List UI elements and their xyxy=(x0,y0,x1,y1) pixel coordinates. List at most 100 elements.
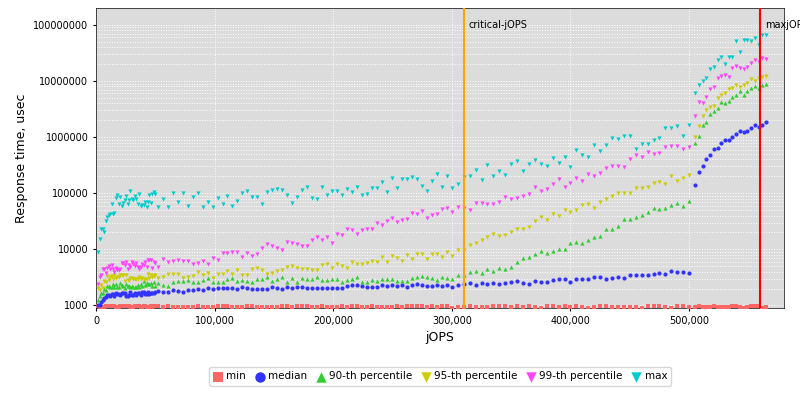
median xyxy=(162,288,174,295)
99-th percentile xyxy=(316,237,329,243)
median xyxy=(517,280,530,286)
90-th percentile xyxy=(216,279,229,286)
median xyxy=(95,299,108,305)
90-th percentile xyxy=(647,205,660,212)
max xyxy=(715,54,728,60)
max xyxy=(481,162,494,168)
99-th percentile xyxy=(95,272,108,279)
95-th percentile xyxy=(594,199,606,205)
median xyxy=(196,286,209,293)
min xyxy=(286,303,298,310)
95-th percentile xyxy=(715,92,728,98)
median xyxy=(99,294,112,300)
median xyxy=(236,284,249,290)
median xyxy=(221,285,234,292)
max xyxy=(138,202,150,208)
max xyxy=(696,78,709,85)
95-th percentile xyxy=(529,217,542,224)
median xyxy=(140,291,153,298)
95-th percentile xyxy=(469,240,482,247)
99-th percentile xyxy=(390,219,403,225)
99-th percentile xyxy=(510,195,523,201)
99-th percentile xyxy=(704,86,717,92)
min xyxy=(211,303,224,309)
99-th percentile xyxy=(216,250,229,257)
90-th percentile xyxy=(311,274,324,280)
median xyxy=(741,128,754,134)
max xyxy=(606,135,618,141)
95-th percentile xyxy=(321,261,334,267)
median xyxy=(171,288,184,294)
median xyxy=(281,284,294,290)
min xyxy=(401,303,414,309)
min xyxy=(700,304,713,310)
95-th percentile xyxy=(711,95,724,102)
99-th percentile xyxy=(487,200,500,207)
min xyxy=(221,303,234,310)
95-th percentile xyxy=(145,272,158,278)
max xyxy=(659,125,672,132)
median xyxy=(321,285,334,292)
Text: maxjOPS: maxjOPS xyxy=(765,20,800,30)
max xyxy=(99,218,112,224)
max xyxy=(588,142,601,148)
90-th percentile xyxy=(105,284,118,290)
median xyxy=(216,285,229,291)
99-th percentile xyxy=(151,264,164,270)
median xyxy=(266,284,278,290)
max xyxy=(469,166,482,173)
min xyxy=(346,303,358,309)
median xyxy=(134,292,147,298)
max xyxy=(191,190,204,196)
99-th percentile xyxy=(671,143,684,149)
max xyxy=(221,193,234,200)
90-th percentile xyxy=(715,99,728,105)
max xyxy=(611,136,624,142)
median xyxy=(576,276,589,282)
95-th percentile xyxy=(726,85,739,91)
99-th percentile xyxy=(522,191,535,197)
median xyxy=(499,280,512,286)
max xyxy=(390,185,403,192)
max xyxy=(430,170,443,177)
max xyxy=(136,202,149,208)
90-th percentile xyxy=(113,283,126,290)
min xyxy=(421,304,434,311)
99-th percentile xyxy=(534,188,547,194)
min xyxy=(129,303,142,310)
90-th percentile xyxy=(251,276,264,282)
median xyxy=(147,290,160,296)
99-th percentile xyxy=(718,72,731,78)
min xyxy=(582,304,594,311)
90-th percentile xyxy=(138,282,151,288)
min xyxy=(136,304,149,311)
90-th percentile xyxy=(206,279,219,286)
min xyxy=(370,304,383,310)
90-th percentile xyxy=(221,276,234,282)
min xyxy=(266,304,278,310)
max xyxy=(241,188,254,194)
90-th percentile xyxy=(118,285,131,291)
min xyxy=(94,304,106,310)
95-th percentile xyxy=(251,265,264,272)
max xyxy=(406,174,418,180)
99-th percentile xyxy=(350,230,363,237)
90-th percentile xyxy=(301,276,314,282)
90-th percentile xyxy=(138,278,150,284)
90-th percentile xyxy=(386,276,398,282)
max xyxy=(689,90,702,96)
95-th percentile xyxy=(704,104,717,110)
max xyxy=(756,32,769,38)
95-th percentile xyxy=(138,276,150,282)
median xyxy=(271,285,284,292)
max xyxy=(653,135,666,142)
99-th percentile xyxy=(618,163,630,170)
90-th percentile xyxy=(493,265,506,272)
median xyxy=(540,278,553,285)
99-th percentile xyxy=(381,218,394,225)
max xyxy=(108,210,121,216)
min xyxy=(635,304,648,311)
median xyxy=(120,293,133,299)
90-th percentile xyxy=(446,276,458,282)
min xyxy=(361,304,374,310)
